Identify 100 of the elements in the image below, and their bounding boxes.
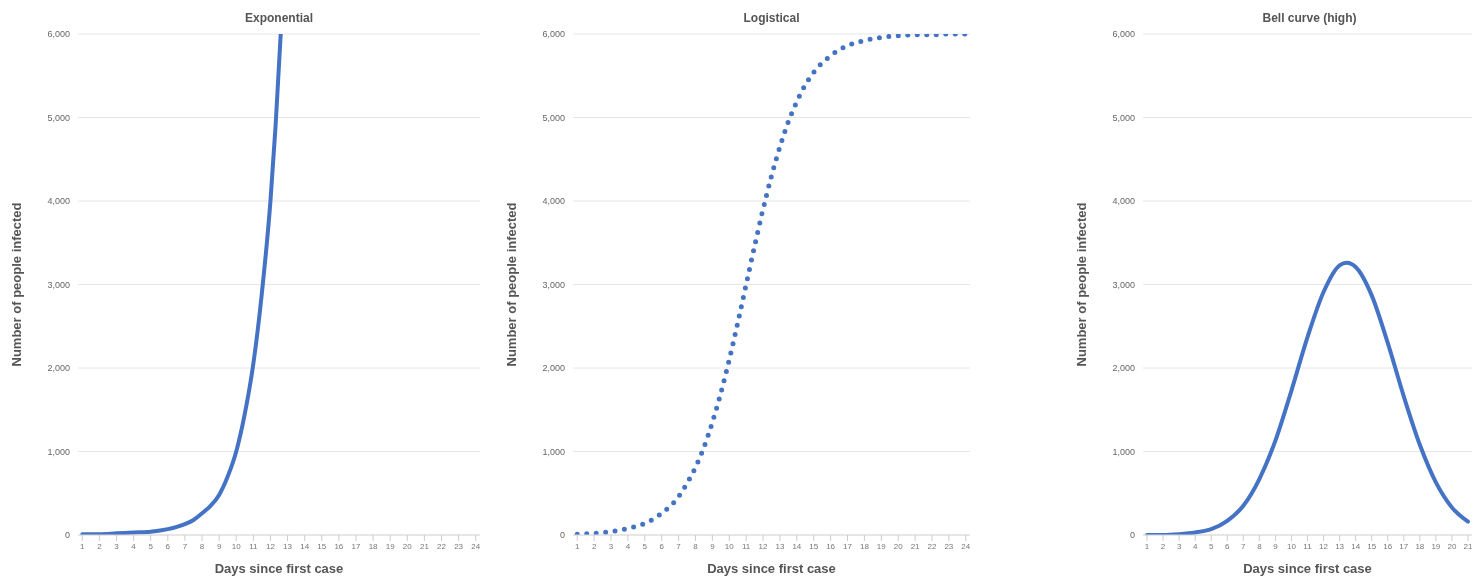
x-tick-label: 20 [893,541,904,551]
y-tick-label: 6,000 [542,29,565,40]
x-tick-label: 23 [944,541,954,551]
x-tick-label: 12 [265,541,276,551]
x-tick-label: 13 [1335,541,1345,551]
x-tick-label: 20 [1447,541,1457,551]
x-tick-label: 10 [1287,541,1297,551]
x-tick-label: 18 [368,541,379,551]
y-tick-label: 3,000 [47,279,70,290]
x-tick-label: 15 [1367,541,1377,551]
x-tick-label: 10 [231,541,242,551]
x-tick-label: 1 [575,541,580,551]
x-tick-label: 16 [1383,541,1393,551]
x-tick-label: 7 [1241,541,1247,551]
y-tick-label: 2,000 [1112,363,1135,374]
x-tick-label: 14 [792,541,802,551]
y-tick-label: 3,000 [542,279,565,290]
x-axis-title: Days since first case [214,561,344,576]
line-series [80,34,283,535]
x-tick-label: 17 [843,541,853,551]
x-tick-label: 20 [402,541,413,551]
x-tick-label: 6 [659,541,665,551]
x-tick-label: 18 [1415,541,1425,551]
x-tick-label: 24 [961,541,971,551]
y-tick-label: 2,000 [47,363,70,374]
chart-title: Exponential [244,11,314,25]
x-tick-label: 19 [385,541,396,551]
x-tick-label: 12 [758,541,769,551]
x-tick-label: 2 [591,541,597,551]
x-tick-label: 24 [471,541,481,551]
x-tick-label: 6 [1225,541,1231,551]
x-tick-label: 21 [419,541,430,551]
x-tick-label: 6 [165,541,171,551]
x-tick-label: 2 [97,541,103,551]
x-tick-label: 17 [1399,541,1409,551]
y-tick-label: 1,000 [1112,446,1135,457]
x-tick-label: 14 [300,541,310,551]
x-tick-label: 3 [608,541,614,551]
y-tick-label: 0 [1129,530,1135,541]
x-tick-label: 18 [859,541,870,551]
x-axis-title: Days since first case [1243,561,1372,576]
y-tick-label: 1,000 [47,446,70,457]
x-tick-label: 3 [1176,541,1182,551]
x-tick-label: 9 [1273,541,1279,551]
x-tick-label: 11 [742,541,751,551]
x-axis-title: Days since first case [707,561,836,576]
y-tick-label: 3,000 [1112,279,1135,290]
x-tick-label: 19 [876,541,887,551]
x-tick-label: 22 [927,541,937,551]
x-tick-label: 1 [1144,541,1150,551]
x-tick-label: 19 [1431,541,1441,551]
y-tick-label: 4,000 [542,196,565,207]
x-tick-label: 9 [216,541,222,551]
y-tick-label: 6,000 [1112,29,1135,40]
x-tick-label: 17 [351,541,361,551]
x-tick-label: 21 [1463,541,1473,551]
x-tick-label: 10 [724,541,735,551]
x-tick-label: 21 [910,541,921,551]
x-tick-label: 11 [249,541,259,551]
x-tick-label: 15 [317,541,327,551]
y-tick-label: 2,000 [542,363,565,374]
y-axis-title: Number of people infected [8,202,24,367]
x-tick-label: 5 [642,541,648,551]
x-tick-label: 8 [1257,541,1263,551]
x-tick-label: 9 [710,541,716,551]
y-tick-label: 5,000 [1112,112,1135,123]
x-tick-label: 16 [334,541,344,551]
y-tick-label: 6,000 [47,29,70,40]
x-tick-label: 8 [693,541,699,551]
x-tick-label: 5 [148,541,154,551]
x-tick-label: 1 [80,541,86,551]
x-tick-label: 12 [1319,541,1329,551]
x-tick-label: 4 [1192,541,1198,551]
y-tick-label: 0 [64,530,70,541]
y-tick-label: 5,000 [47,112,70,123]
x-tick-label: 15 [809,541,819,551]
y-tick-label: 1,000 [542,446,565,457]
x-tick-label: 23 [454,541,464,551]
x-tick-label: 13 [283,541,293,551]
x-tick-label: 2 [1160,541,1166,551]
y-tick-label: 5,000 [542,112,565,123]
y-axis-title: Number of people infected [503,202,519,367]
chart-title: Bell curve (high) [1261,11,1358,25]
y-axis-title: Number of people infected [1073,202,1089,367]
x-tick-label: 22 [437,541,447,551]
x-tick-label: 7 [182,541,188,551]
y-tick-label: 4,000 [47,196,70,207]
x-tick-label: 14 [1351,541,1361,551]
x-tick-label: 5 [1208,541,1214,551]
x-tick-label: 13 [775,541,785,551]
x-tick-label: 7 [676,541,682,551]
line-series [1145,260,1470,535]
chart-title: Logistical [742,11,801,25]
x-tick-label: 16 [826,541,836,551]
x-tick-label: 4 [625,541,631,551]
x-tick-label: 4 [131,541,137,551]
x-tick-label: 11 [1303,541,1313,551]
y-tick-label: 0 [559,530,565,541]
x-tick-label: 3 [114,541,120,551]
x-tick-label: 8 [199,541,205,551]
